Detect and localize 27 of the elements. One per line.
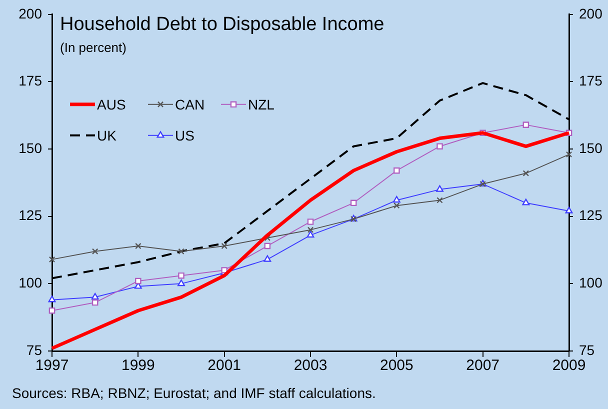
- y2-tick-label: 100: [579, 274, 603, 291]
- y-tick-label: 125: [18, 207, 42, 224]
- text: (In percent): [60, 40, 126, 55]
- x-tick-label: 2001: [208, 357, 242, 374]
- legend-label: NZL: [248, 96, 275, 112]
- x-tick-label: 1999: [121, 357, 155, 374]
- y-tick-label: 100: [18, 274, 42, 291]
- y2-tick-label: 150: [579, 140, 603, 156]
- y2-tick-label: 200: [579, 5, 603, 22]
- chart-title: Household Debt to Disposable Income: [60, 14, 384, 36]
- y-tick-label: 150: [18, 140, 42, 156]
- y2-tick-label: 75: [579, 342, 595, 358]
- y2-tick-label: 175: [579, 72, 603, 89]
- legend-label: CAN: [175, 96, 205, 112]
- y-tick-label: 75: [26, 342, 42, 358]
- legend-label: AUS: [97, 96, 126, 112]
- x-tick-label: 2005: [380, 357, 414, 374]
- legend-label: UK: [97, 127, 118, 144]
- x-tick-label: 1997: [35, 357, 69, 374]
- y-tick-label: 200: [18, 5, 42, 22]
- source-note: Sources: RBA; RBNZ; Eurostat; and IMF staff calculations.: [12, 385, 376, 401]
- x-tick-label: 2007: [466, 357, 500, 374]
- x-tick-label: 2003: [294, 357, 328, 374]
- x-tick-label: 2009: [552, 357, 586, 374]
- y2-tick-label: 125: [579, 207, 603, 224]
- y-tick-label: 175: [18, 72, 42, 89]
- legend-label: US: [175, 127, 194, 144]
